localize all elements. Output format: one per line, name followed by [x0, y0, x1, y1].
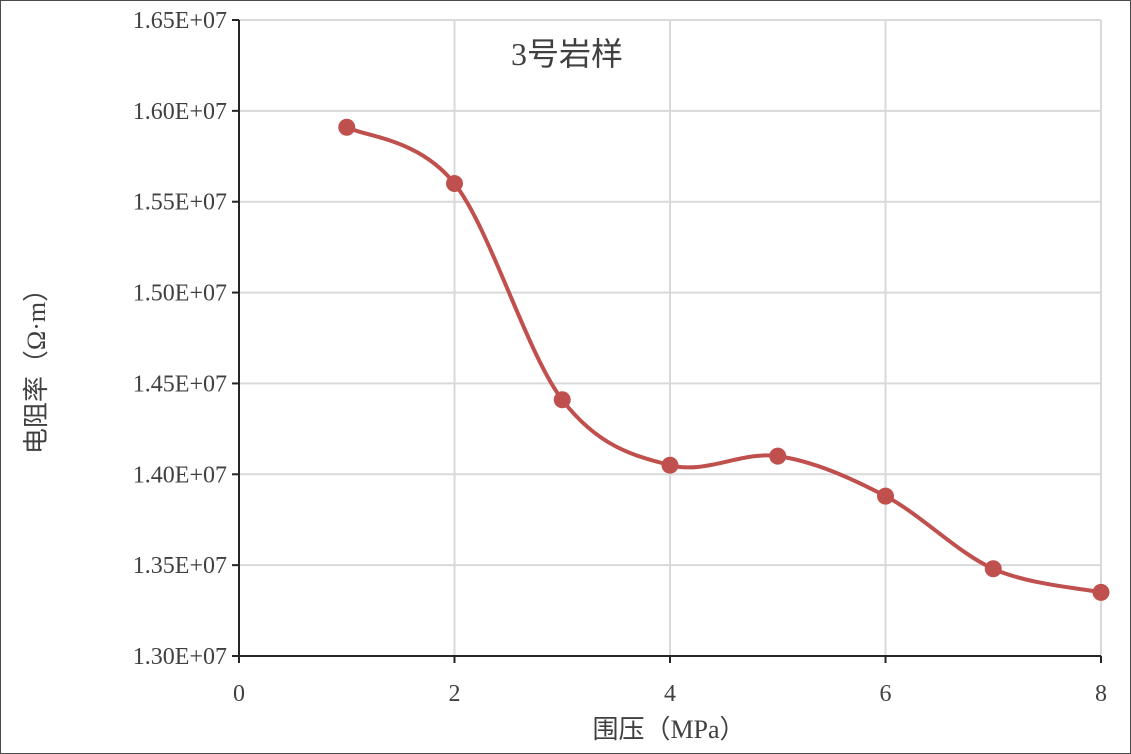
label-layer: 3号岩样 围压（MPa） 电阻率（Ω·m） 1.30E+07 1.35E+07 1.… [22, 8, 1107, 744]
y-tick-label: 1.40E+07 [133, 462, 227, 488]
chart-annotation: 3号岩样 [511, 36, 623, 72]
y-tick-label: 1.50E+07 [133, 281, 227, 307]
data-point [877, 487, 894, 505]
data-point [338, 118, 356, 136]
x-tick-label: 2 [449, 681, 461, 707]
y-tick-label: 1.65E+07 [133, 8, 227, 34]
data-point [984, 560, 1002, 578]
grid-layer [239, 19, 1102, 656]
y-tick-label: 1.60E+07 [133, 99, 227, 125]
y-tick-label: 1.35E+07 [133, 553, 227, 579]
x-tick-label: 4 [664, 681, 676, 707]
axis-layer [232, 19, 1102, 663]
series-layer [338, 118, 1110, 601]
y-tick-label: 1.55E+07 [133, 190, 227, 216]
y-axis-title: 电阻率（Ω·m） [22, 276, 51, 454]
data-point [661, 456, 679, 474]
data-point [1092, 583, 1110, 601]
x-tick-label: 0 [233, 681, 245, 707]
series-line [344, 125, 1103, 595]
y-tick-label: 1.45E+07 [133, 371, 227, 397]
y-tick-label: 1.30E+07 [133, 644, 227, 670]
x-tick-label: 6 [880, 681, 892, 707]
x-tick-label: 8 [1095, 681, 1107, 707]
data-point [769, 447, 787, 465]
x-axis-title: 围压（MPa） [592, 715, 745, 744]
data-point [446, 175, 463, 193]
data-point [553, 391, 571, 409]
